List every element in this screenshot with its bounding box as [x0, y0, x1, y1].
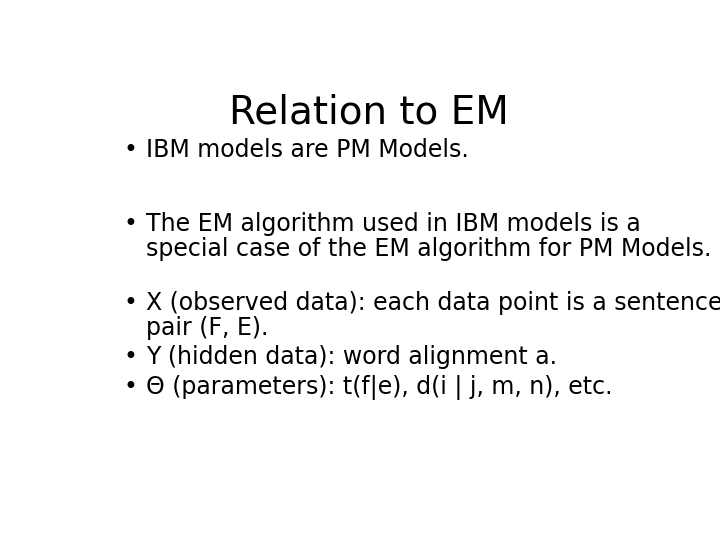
Text: •: •	[124, 138, 138, 161]
Text: The EM algorithm used in IBM models is a: The EM algorithm used in IBM models is a	[145, 212, 641, 237]
Text: Relation to EM: Relation to EM	[229, 94, 509, 132]
Text: •: •	[124, 346, 138, 369]
Text: •: •	[124, 212, 138, 237]
Text: special case of the EM algorithm for PM Models.: special case of the EM algorithm for PM …	[145, 238, 711, 261]
Text: •: •	[124, 292, 138, 315]
Text: pair (F, E).: pair (F, E).	[145, 316, 268, 340]
Text: X (observed data): each data point is a sentence: X (observed data): each data point is a …	[145, 292, 720, 315]
Text: •: •	[124, 375, 138, 399]
Text: IBM models are PM Models.: IBM models are PM Models.	[145, 138, 469, 161]
Text: Y (hidden data): word alignment a.: Y (hidden data): word alignment a.	[145, 346, 557, 369]
Text: Θ (parameters): t(f|e), d(i | j, m, n), etc.: Θ (parameters): t(f|e), d(i | j, m, n), …	[145, 375, 612, 400]
